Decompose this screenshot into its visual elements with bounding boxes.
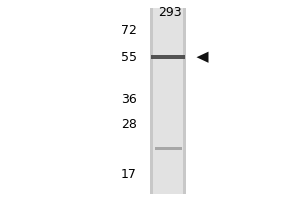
Bar: [153, 8, 183, 194]
Text: 293: 293: [158, 6, 181, 19]
Text: 36: 36: [121, 93, 136, 106]
Bar: [150, 8, 186, 194]
Text: 55: 55: [121, 51, 136, 64]
Text: 72: 72: [121, 24, 136, 37]
Text: 28: 28: [121, 118, 136, 131]
Bar: [154, 147, 182, 150]
Bar: [151, 55, 185, 59]
Polygon shape: [196, 52, 208, 63]
Text: 17: 17: [121, 168, 136, 181]
